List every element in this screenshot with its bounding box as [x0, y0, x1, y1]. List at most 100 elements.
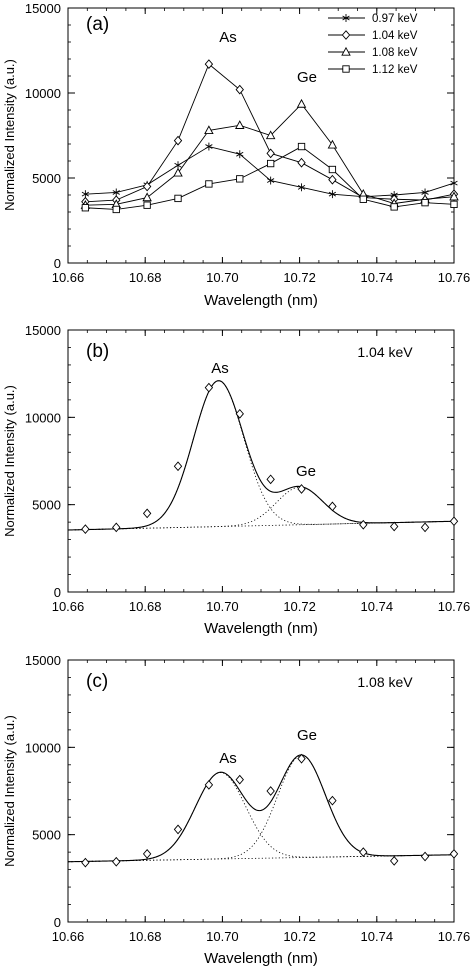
legend-marker [341, 46, 351, 56]
data-point [266, 786, 275, 796]
y-axis-title: Normalized Intensity (a.u.) [2, 715, 17, 867]
data-point [235, 774, 244, 785]
data-point [266, 474, 275, 485]
fit-component-ge [67, 754, 455, 863]
data-point [174, 194, 182, 203]
data-point [236, 175, 244, 183]
data-point [265, 130, 276, 140]
data-point [420, 522, 430, 533]
data-point [328, 501, 337, 512]
fit-component-as [67, 380, 455, 531]
data-point [297, 753, 306, 764]
legend-marker [342, 65, 350, 73]
data-point [266, 176, 275, 185]
panel-label: (a) [86, 14, 109, 35]
y-tick-label: 10000 [25, 86, 61, 101]
data-point [173, 135, 183, 146]
data-point [204, 125, 214, 135]
data-point [235, 408, 244, 419]
data-point [81, 190, 90, 199]
data-point [297, 484, 306, 494]
data-point [205, 180, 213, 188]
data-point [359, 519, 368, 530]
peak-label-ge: Ge [297, 69, 317, 86]
legend-label: 1.08 keV [372, 47, 418, 59]
y-tick-label: 10000 [25, 740, 61, 755]
data-point [112, 205, 120, 214]
legend-item-1: 1.04 keV [328, 30, 418, 42]
data-point [81, 524, 90, 535]
data-point [450, 200, 458, 208]
data-point [420, 851, 430, 862]
data-point [142, 508, 152, 519]
fit-total-curve [67, 380, 455, 531]
data-point [81, 857, 90, 868]
data-point [389, 521, 399, 532]
series-layer [80, 59, 459, 214]
peak-label-as: As [219, 750, 237, 767]
data-point [297, 157, 306, 168]
data-point [449, 191, 459, 201]
x-tick-label: 10.76 [438, 270, 471, 285]
data-point [204, 779, 214, 790]
series-layer [67, 380, 459, 535]
fit-total-curve [67, 754, 455, 863]
y-tick-label: 5000 [32, 171, 61, 186]
measured-points [81, 753, 459, 868]
data-point [389, 855, 399, 866]
x-axis-title: Wavelength (nm) [204, 620, 318, 637]
data-point [390, 203, 398, 211]
data-point [328, 190, 337, 199]
energy-label: 1.08 keV [357, 674, 413, 690]
y-axis-ticks: 0 5000 10000 15000 [25, 323, 454, 600]
legend-label: 0.97 keV [372, 13, 418, 25]
x-tick-label: 10.68 [129, 929, 162, 944]
x-tick-label: 10.72 [283, 270, 316, 285]
legend-item-0: 0.97 keV [328, 13, 418, 25]
data-point [112, 522, 121, 533]
data-point [204, 382, 214, 393]
energy-label: 1.04 keV [357, 344, 413, 360]
x-tick-label: 10.74 [361, 929, 394, 944]
panel-a: 10.66 10.68 10.70 10.72 10.74 10.76 0 5000 1000… [2, 1, 470, 309]
series-layer [67, 753, 459, 868]
series-3 [81, 142, 458, 214]
fit-component-as [67, 772, 455, 863]
x-axis-ticks: 10.66 10.68 10.70 10.72 10.74 10.76 [52, 8, 471, 285]
data-point [421, 198, 429, 207]
fit-component-ge [67, 486, 455, 531]
peak-label-ge: Ge [297, 727, 317, 744]
x-tick-label: 10.66 [52, 929, 85, 944]
legend-item-2: 1.08 keV [328, 46, 418, 59]
legend: 0.97 keV 1.04 keV 1.08 keV 1.12 keV [328, 13, 418, 76]
x-tick-label: 10.72 [283, 929, 316, 944]
panel-b: 10.66 10.68 10.70 10.72 10.74 10.76 0 5000 1000… [2, 323, 470, 637]
y-tick-label: 0 [54, 585, 61, 600]
x-tick-label: 10.72 [283, 599, 316, 614]
legend-label: 1.04 keV [372, 30, 418, 42]
x-axis-ticks: 10.66 10.68 10.70 10.72 10.74 10.76 [52, 330, 470, 614]
y-axis-title: Normalized Intensity (a.u.) [2, 385, 17, 537]
plot-frame [67, 329, 455, 593]
data-point [235, 120, 245, 129]
y-tick-label: 15000 [25, 653, 61, 668]
legend-item-3: 1.12 keV [328, 64, 418, 76]
panel-c: 10.66 10.68 10.70 10.72 10.74 10.76 0 5000 1000… [2, 653, 470, 967]
data-point [112, 856, 121, 867]
x-tick-label: 10.70 [206, 599, 239, 614]
y-axis-ticks: 0 5000 10000 15000 [25, 1, 454, 271]
peak-label-as: As [211, 360, 229, 377]
data-point [81, 204, 90, 212]
data-point [359, 847, 368, 858]
data-point [236, 150, 244, 159]
x-tick-label: 10.66 [52, 599, 85, 614]
data-point [266, 148, 275, 159]
data-point [359, 195, 367, 203]
peak-label-as: As [219, 29, 237, 46]
peak-label-ge: Ge [296, 463, 316, 480]
x-axis-title: Wavelength (nm) [204, 950, 318, 967]
data-point [328, 174, 337, 185]
x-tick-label: 10.74 [361, 599, 394, 614]
data-point [205, 142, 213, 151]
